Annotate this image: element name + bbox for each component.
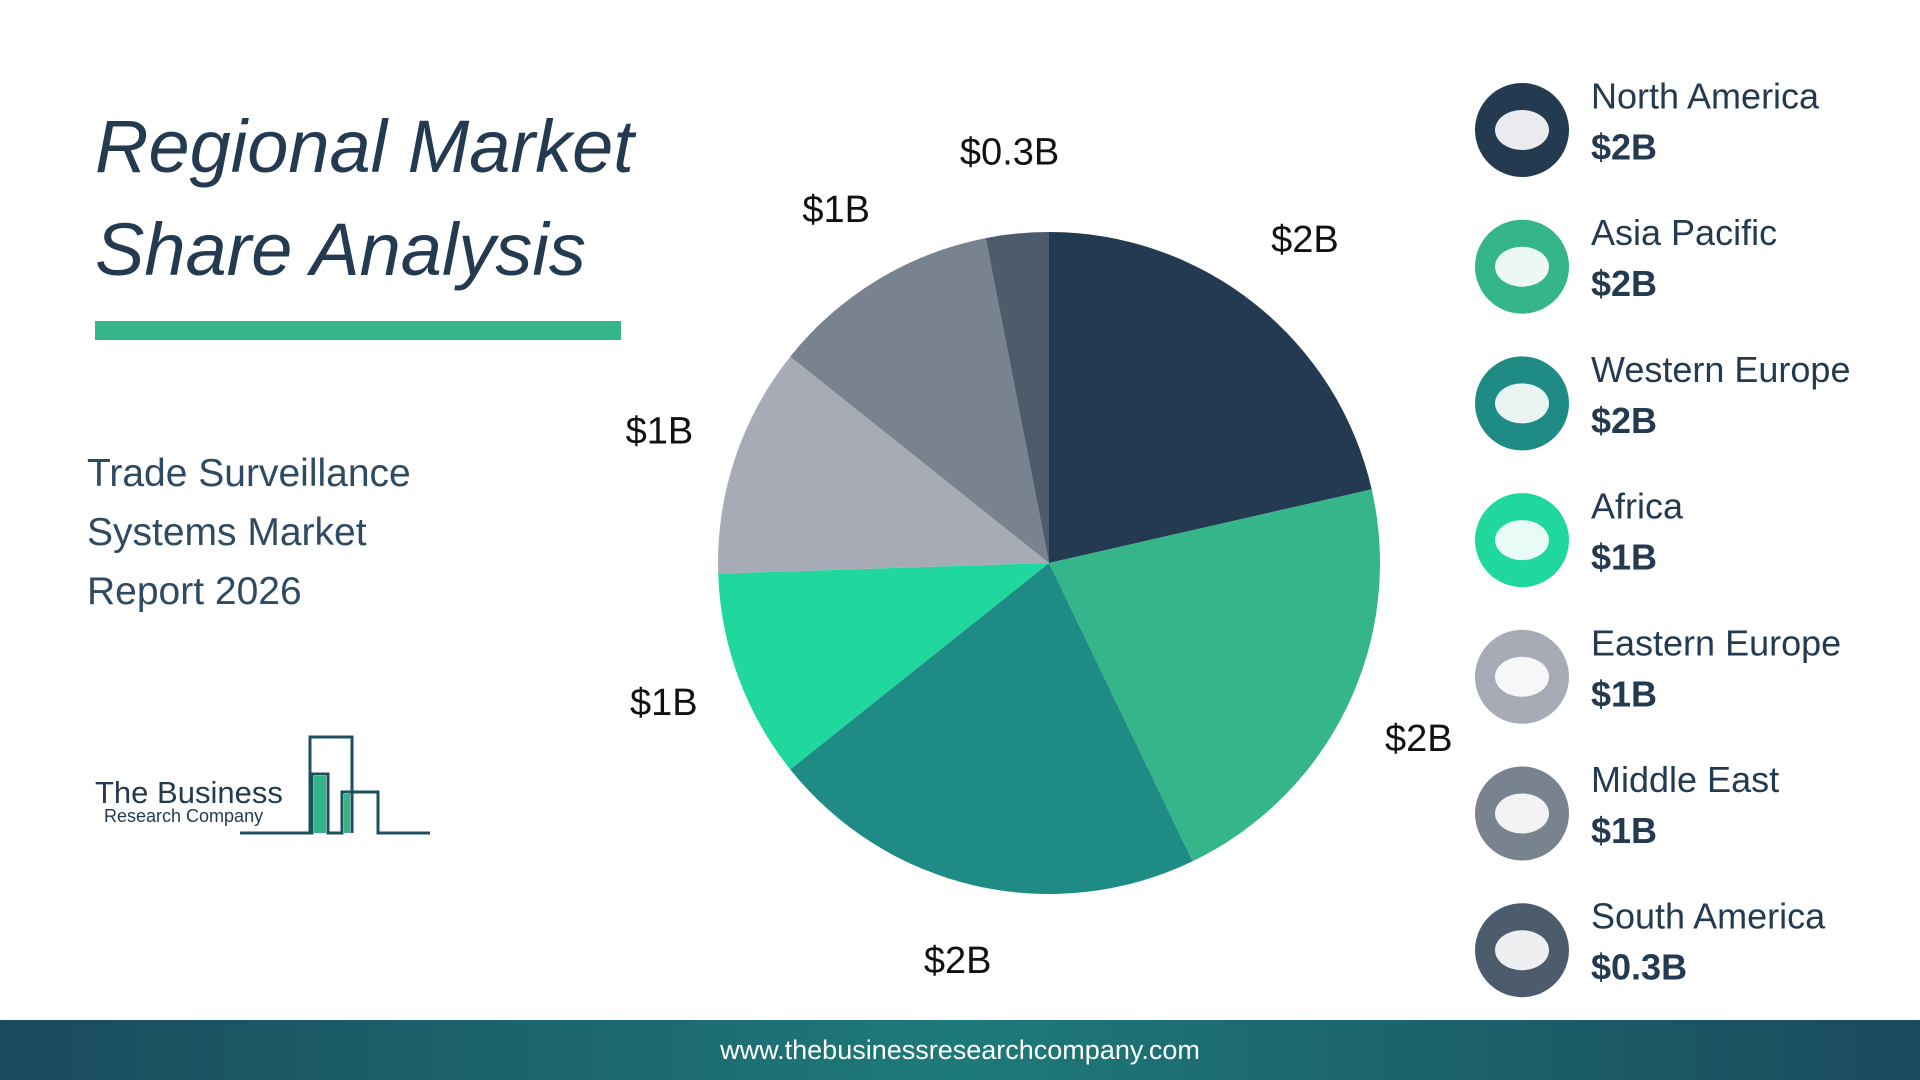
chart: The Business Research Company $2B North A… xyxy=(95,76,1850,998)
legend-value: $1B xyxy=(1591,810,1657,851)
subtitle: Trade Surveillance Systems Market Report… xyxy=(87,452,411,613)
legend-label: Middle East xyxy=(1591,759,1779,800)
pie-slice xyxy=(790,238,1049,563)
pie-slice xyxy=(790,563,1193,894)
pie-slice xyxy=(718,356,1049,574)
legend-label: North America xyxy=(1591,76,1820,117)
legend-icon-shape xyxy=(1495,930,1549,971)
legend-icon-shape xyxy=(1495,520,1549,561)
footer: www.thebusinessresearchcompany.com xyxy=(0,1020,1920,1080)
legend-label: Western Europe xyxy=(1591,349,1850,390)
legend-label: Eastern Europe xyxy=(1591,622,1841,663)
data-label: $2B xyxy=(1385,718,1453,760)
legend-icon-shape xyxy=(1495,793,1549,834)
logo-graphic xyxy=(314,776,326,833)
data-label: $2B xyxy=(924,940,992,982)
data-label: $1B xyxy=(630,682,698,724)
legend-value: $2B xyxy=(1591,263,1657,304)
title: Regional Market Share Analysis xyxy=(95,105,634,291)
legend-icon-shape xyxy=(1495,110,1549,150)
legend-label: South America xyxy=(1591,896,1826,937)
legend-value: $1B xyxy=(1591,673,1657,714)
data-label: $1B xyxy=(802,189,870,231)
legend-icon-shape xyxy=(1495,383,1549,424)
data-label: $0.3B xyxy=(960,131,1059,173)
pie-slice xyxy=(985,232,1049,563)
legend-label: Africa xyxy=(1591,486,1684,527)
legend-value: $2B xyxy=(1591,127,1657,168)
legend-value: $1B xyxy=(1591,537,1657,578)
logo-graphic xyxy=(308,735,354,833)
pie-slice xyxy=(718,563,1049,770)
legend-value: $0.3B xyxy=(1591,947,1687,988)
logo-text: Research Company xyxy=(104,806,263,826)
logo-graphic xyxy=(240,772,430,835)
logo: The Business Research Company xyxy=(95,735,430,835)
data-label: $1B xyxy=(626,411,694,453)
logo-graphic xyxy=(344,794,350,833)
legend-icon-shape xyxy=(1495,656,1549,697)
pie-slice xyxy=(1049,489,1380,862)
title-underline xyxy=(95,321,621,340)
legend-label: Asia Pacific xyxy=(1591,212,1777,253)
data-label: $2B xyxy=(1271,219,1339,261)
legend-value: $2B xyxy=(1591,400,1657,441)
legend-icon-shape xyxy=(1495,246,1549,287)
pie-slice xyxy=(1049,232,1372,563)
logo-text: The Business xyxy=(95,775,283,810)
